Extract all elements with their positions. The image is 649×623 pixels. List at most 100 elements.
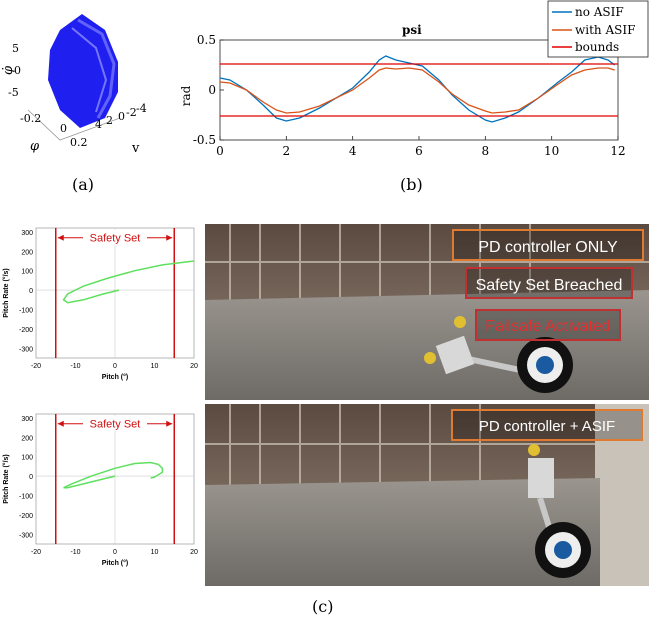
legend-box <box>547 0 649 58</box>
chart-title: psi <box>402 23 422 37</box>
x-axis-label: φ <box>30 139 40 154</box>
x-tick-label: 12 <box>610 144 625 158</box>
y-tick-label: 100 <box>21 455 33 462</box>
y-axis-label: rad <box>179 85 193 106</box>
series-line-0 <box>219 55 616 123</box>
safety-set-label: Safety Set <box>90 233 141 245</box>
y-tick: -4 <box>136 102 147 115</box>
legend-entry: bounds <box>575 40 619 54</box>
safety-set-label: Safety Set <box>90 419 141 431</box>
y-axis-label: Pitch Rate (°/s) <box>2 454 10 503</box>
x-tick-label: -20 <box>31 549 41 556</box>
series-line-1 <box>219 67 615 114</box>
x-axis-label: Pitch (°) <box>102 373 129 381</box>
arrow-head-left <box>57 420 64 427</box>
x-tick-label: 10 <box>544 144 559 158</box>
y-tick-label: 300 <box>21 230 33 237</box>
x-tick: 0 <box>60 122 67 135</box>
x-tick-label: 0 <box>216 144 224 158</box>
y-tick: 0 <box>118 110 125 123</box>
x-tick-label: 8 <box>482 144 490 158</box>
surface-highlight-2 <box>71 27 108 113</box>
y-axis-label: v <box>131 141 140 156</box>
y-tick-label: -200 <box>19 513 33 520</box>
x-tick: 0.2 <box>70 136 88 149</box>
x-tick-label: -20 <box>31 363 41 370</box>
label-box <box>475 309 621 341</box>
trajectory-line <box>63 461 164 489</box>
z-axis-label: φ̇ <box>1 65 16 75</box>
axis-floor-lines <box>27 109 121 141</box>
y-tick-label: 100 <box>21 269 33 276</box>
annotation-bg <box>83 229 147 245</box>
robot-upright <box>528 444 591 578</box>
y-tick-label: -200 <box>19 327 33 334</box>
panel-a: 5 0 -5 φ̇ -0.2 0 0.2 φ 4 2 0 -2 -4 v (a) <box>1 14 147 194</box>
label-breached: Safety Set Breached <box>476 277 623 294</box>
y-tick-label: 0.5 <box>197 33 216 47</box>
x-tick: -0.2 <box>20 112 41 125</box>
photo-bottom: PD controller + ASIF <box>205 404 649 586</box>
x-ticks: 0 2 4 6 8 10 12 <box>216 136 626 158</box>
y-tick-label: 0 <box>208 83 216 97</box>
label-box <box>465 267 633 299</box>
photo-top: PD controller ONLY Safety Set Breached F… <box>205 224 649 400</box>
y-tick-label: -300 <box>19 346 33 353</box>
legend: no ASIF with ASIF bounds <box>547 0 649 58</box>
label-pd-asif: PD controller + ASIF <box>479 418 615 435</box>
x-tick-label: -10 <box>70 363 80 370</box>
wall-studs <box>205 404 600 485</box>
surface-highlight <box>77 18 116 119</box>
x-tick-label: 10 <box>151 549 159 556</box>
x-tick-label: 20 <box>190 363 198 370</box>
legend-entry: no ASIF <box>575 5 624 19</box>
legend-entry: with ASIF <box>575 23 635 37</box>
y-tick-label: -0.5 <box>193 133 216 147</box>
x-tick-label: 0 <box>113 549 117 556</box>
y-tick-label: -300 <box>19 532 33 539</box>
x-tick-label: 20 <box>190 549 198 556</box>
label-failsafe: Failsafe Activated <box>485 318 610 335</box>
y-tick-label: -100 <box>19 307 33 314</box>
x-tick-label: 6 <box>415 144 423 158</box>
label-box <box>452 229 644 261</box>
y-tick-label: 200 <box>21 249 33 256</box>
arrow-head-right <box>166 234 173 241</box>
floor <box>205 478 600 586</box>
arrow-head-left <box>57 234 64 241</box>
z-tick: 0 <box>14 64 21 77</box>
arrow-head-right <box>166 420 173 427</box>
annotation-bg <box>83 415 147 431</box>
caption-b: (b) <box>400 175 423 194</box>
y-tick: -2 <box>126 106 137 119</box>
y-tick-label: 300 <box>21 416 33 423</box>
floor <box>205 290 649 400</box>
y-tick: 2 <box>106 114 113 127</box>
y-tick-label: -100 <box>19 493 33 500</box>
y-axis-label: Pitch Rate (°/s) <box>2 268 10 317</box>
z-tick: 5 <box>12 42 19 55</box>
caption-c: (c) <box>312 597 333 616</box>
label-pd-only: PD controller ONLY <box>478 239 618 256</box>
y-tick-label: 0 <box>29 474 33 481</box>
y-ticks: 0.5 0 -0.5 <box>193 33 224 147</box>
x-axis-label: Pitch (°) <box>102 559 129 567</box>
trajectory-line <box>62 260 195 304</box>
y-tick: 4 <box>95 118 102 131</box>
x-tick-label: 10 <box>151 363 159 370</box>
wall-studs <box>205 224 649 300</box>
caption-a: (a) <box>72 175 94 194</box>
photo-bottom-labels: PD controller + ASIF <box>451 409 643 441</box>
x-tick-label: 0 <box>113 363 117 370</box>
y-tick-label: 200 <box>21 435 33 442</box>
robot-fallen <box>424 316 573 393</box>
series-group <box>219 55 618 123</box>
y-tick-label: 0 <box>29 288 33 295</box>
side-wall <box>595 404 649 586</box>
photo-top-labels: PD controller ONLY Safety Set Breached F… <box>452 229 644 341</box>
panel-b: psi rad 0.50-0.5 0 2 4 6 8 10 12 no ASIF with … <box>179 0 649 194</box>
x-tick-label: 2 <box>283 144 291 158</box>
x-tick-label: 4 <box>349 144 357 158</box>
